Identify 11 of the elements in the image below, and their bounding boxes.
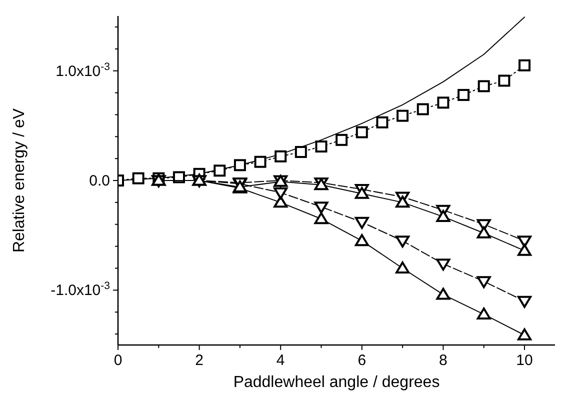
x-tick-label: 4 <box>276 352 285 369</box>
x-tick-label: 2 <box>195 352 204 369</box>
x-axis-title: Paddlewheel angle / degrees <box>233 374 440 391</box>
x-tick-label: 0 <box>114 352 122 369</box>
x-tick-label: 6 <box>358 352 366 369</box>
y-tick-label: 1.0x10$^{-3}$ <box>56 60 110 80</box>
x-tick-label: 10 <box>516 352 533 369</box>
y-axis-title: Relative energy / eV <box>11 108 28 253</box>
x-tick-label: 8 <box>439 352 448 369</box>
y-tick-label: -1.0x10$^{-3}$ <box>50 280 110 300</box>
y-tick-label: 0.0 <box>89 172 110 190</box>
